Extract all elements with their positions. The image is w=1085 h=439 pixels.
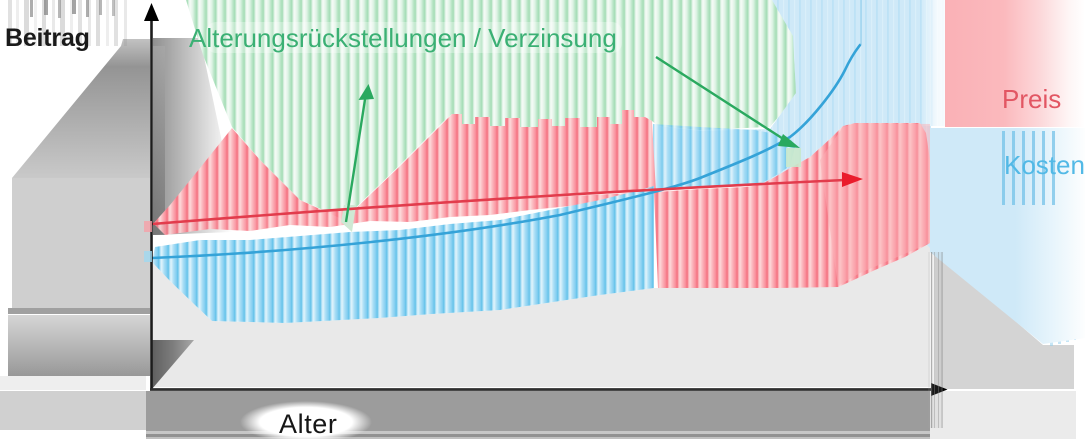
svg-text:Beitrag: Beitrag — [5, 24, 90, 52]
svg-text:Preis: Preis — [1002, 84, 1061, 114]
svg-text:Kosten: Kosten — [1004, 150, 1085, 180]
svg-text:Alterungsrückstellungen / Verz: Alterungsrückstellungen / Verzinsung — [189, 23, 617, 53]
svg-text:Alter: Alter — [279, 409, 338, 439]
